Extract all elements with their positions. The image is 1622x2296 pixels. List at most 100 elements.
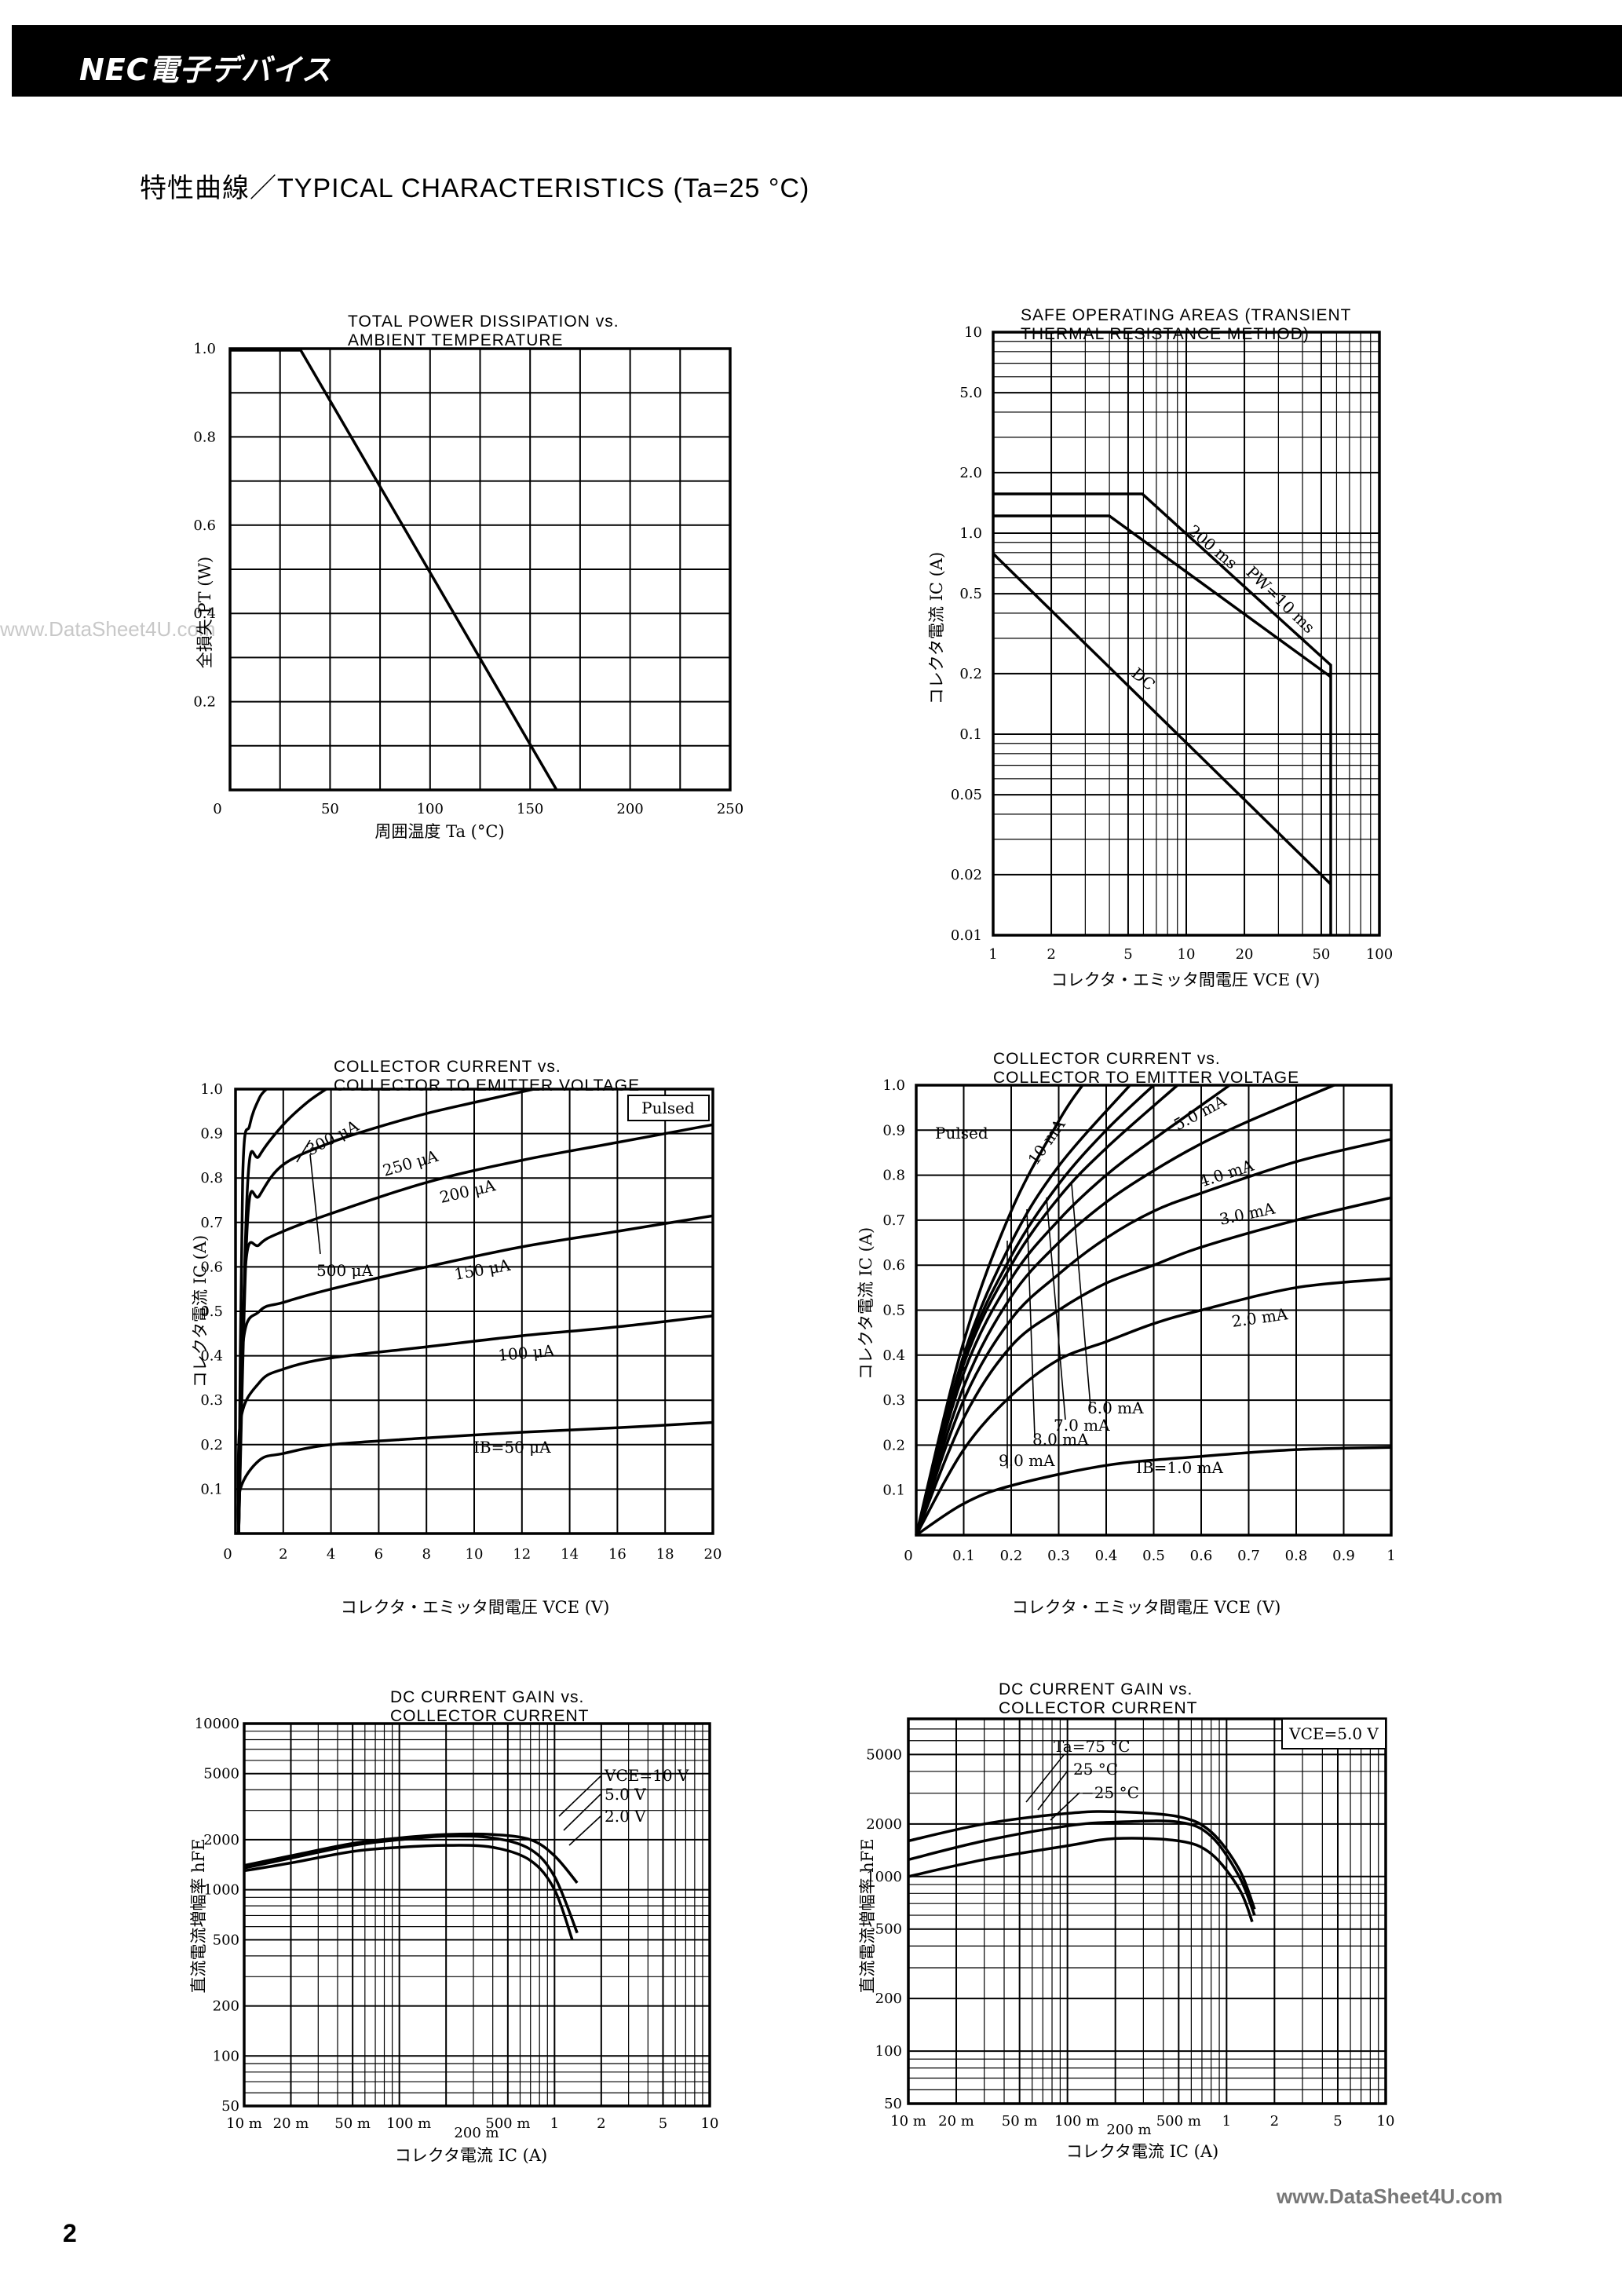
tick-label: 1.0 xyxy=(200,1081,223,1098)
tick-label: 500 m xyxy=(1156,2113,1201,2130)
tick-label: 50 xyxy=(1312,946,1330,963)
tick-label: 10 xyxy=(1178,946,1196,963)
tick-label: 2 xyxy=(597,2115,605,2132)
x-axis-label: コレクタ・エミッタ間電圧 VCE (V) xyxy=(1051,971,1321,989)
tick-label: 20 m xyxy=(938,2113,974,2130)
tick-label: 0.7 xyxy=(882,1212,905,1229)
label-vce-2v: 2.0 V xyxy=(605,1807,646,1826)
tick-label: 1000 xyxy=(203,1882,239,1899)
tick-label: 0.3 xyxy=(1047,1548,1070,1564)
hfe-vce-plot: VCE=10 V 5.0 V 2.0 V 直流電流増幅率 hFE コレクタ電流 … xyxy=(189,1716,719,2165)
tick-label: 0.4 xyxy=(200,1348,223,1365)
label-8ma: 8.0 mA xyxy=(1032,1430,1089,1449)
tick-label: 50 m xyxy=(334,2115,371,2132)
tick-label: 0.2 xyxy=(200,1437,223,1453)
x-axis-label: コレクタ・エミッタ間電圧 VCE (V) xyxy=(1012,1598,1281,1617)
tick-label: 5 xyxy=(1333,2113,1342,2130)
tick-label: 50 xyxy=(884,2096,902,2112)
label-1ma: IB=1.0 mA xyxy=(1136,1458,1223,1477)
chart-title: TOTAL POWER DISSIPATION vs. AMBIENT TEMPE… xyxy=(348,313,619,349)
tick-label: 200 xyxy=(616,801,643,817)
tick-label: 0.5 xyxy=(882,1303,905,1319)
tick-label: 0 xyxy=(904,1548,912,1564)
ic-vce-1v-plot: Pulsed 10 mA 5.0 mA 4.0 mA 3.0 mA 2.0 mA… xyxy=(857,1077,1396,1617)
tick-label: 0.1 xyxy=(200,1481,223,1497)
tick-label: 0.6 xyxy=(882,1257,905,1274)
tick-label: 0.9 xyxy=(200,1126,223,1143)
tick-label: 10 m xyxy=(890,2113,926,2130)
tick-label: 5 xyxy=(1123,946,1132,963)
tick-label: 4 xyxy=(327,1546,335,1563)
tick-label: 5.0 xyxy=(959,385,982,401)
power-dissipation-plot: 全損失 PT (W) 周囲温度 Ta (°C) 1.00.80.60.40.2 … xyxy=(193,341,743,841)
label-500ua: 500 μA xyxy=(316,1261,374,1280)
tick-label: 50 m xyxy=(1002,2113,1038,2130)
label-ta-25: 25 °C xyxy=(1073,1760,1118,1779)
tick-label: 0.2 xyxy=(1000,1548,1023,1564)
tick-label: 200 xyxy=(875,1991,902,2007)
y-axis-label: コレクタ電流 IC (A) xyxy=(857,1227,875,1380)
x-tick-200m: 200 m xyxy=(1106,2122,1151,2138)
tick-label: 0.4 xyxy=(882,1347,905,1364)
tick-label: 500 m xyxy=(485,2115,530,2132)
x-axis-label: コレクタ電流 IC (A) xyxy=(1066,2142,1218,2161)
tick-label: 150 xyxy=(517,801,543,817)
y-axis-label: 直流電流増幅率 hFE xyxy=(189,1838,208,1993)
label-50ua: IB=50 μA xyxy=(473,1438,551,1457)
y-axis-label: 全損失 PT (W) xyxy=(195,557,214,668)
tick-label: 50 xyxy=(221,2098,239,2115)
x-axis-label: コレクタ電流 IC (A) xyxy=(395,2146,547,2165)
chart-title: COLLECTOR CURRENT vs. COLLECTOR TO EMITTE… xyxy=(993,1050,1300,1087)
brand-title: NEC電子デバイス xyxy=(79,53,332,87)
tick-label: 0.1 xyxy=(882,1483,905,1499)
tick-label: 0.6 xyxy=(1190,1548,1213,1564)
tick-label: 5000 xyxy=(866,1746,902,1763)
label-vce-10v: VCE=10 V xyxy=(604,1766,689,1785)
tick-label: 0.7 xyxy=(1237,1548,1260,1564)
watermark-right: www.DataSheet4U.com xyxy=(1277,2184,1503,2208)
tick-label: 2 xyxy=(279,1546,287,1563)
tick-label: 18 xyxy=(656,1546,674,1563)
tick-label: 2000 xyxy=(866,1816,902,1833)
tick-label: 2 xyxy=(1047,946,1055,963)
tick-label: 10 xyxy=(701,2115,719,2132)
tick-label: 20 m xyxy=(273,2115,309,2132)
tick-label: 1 xyxy=(1222,2113,1231,2130)
tick-label: 20 xyxy=(704,1546,722,1563)
tick-label: 5 xyxy=(659,2115,667,2132)
tick-label: 20 xyxy=(1236,946,1254,963)
pulsed-label: Pulsed xyxy=(935,1124,988,1143)
tick-label: 1000 xyxy=(866,1869,902,1885)
tick-label: 0.2 xyxy=(193,694,216,711)
tick-label: 0.5 xyxy=(200,1303,223,1320)
ic-vce-20v-plot: Pulsed 300 μA 250 μA 200 μA 500 μA 150 μ… xyxy=(191,1081,722,1617)
soa-plot: PW=10 ms 200 ms DC コレクタ電流 IC (A) コレクタ・エミ… xyxy=(927,324,1393,989)
tick-label: 2.0 xyxy=(959,465,982,481)
tick-label: 16 xyxy=(608,1546,627,1563)
tick-label: 0 xyxy=(213,801,221,817)
label-vce-5v: 5.0 V xyxy=(605,1785,646,1804)
tick-label: 0 xyxy=(223,1546,232,1563)
tick-label: 50 xyxy=(321,801,339,817)
label-ta-minus25: −25 °C xyxy=(1081,1783,1139,1802)
tick-label: 10000 xyxy=(195,1716,239,1732)
tick-label: 100 xyxy=(1366,946,1393,963)
tick-label: 100 m xyxy=(386,2115,431,2132)
tick-label: 12 xyxy=(513,1546,531,1563)
tick-label: 0.9 xyxy=(882,1122,905,1139)
section-title: 特性曲線／TYPICAL CHARACTERISTICS (Ta=25 °C) xyxy=(140,174,810,203)
tick-label: 0.8 xyxy=(1285,1548,1308,1564)
label-7ma: 7.0 mA xyxy=(1054,1416,1110,1435)
tick-label: 250 xyxy=(717,801,743,817)
chart-title: SAFE OPERATING AREAS (TRANSIENT THERMAL R… xyxy=(1021,306,1352,343)
tick-label: 100 xyxy=(213,2048,239,2064)
tick-label: 0.3 xyxy=(200,1392,223,1409)
tick-label: 0.5 xyxy=(1142,1548,1165,1564)
tick-label: 10 xyxy=(964,324,982,341)
tick-label: 0.02 xyxy=(951,867,982,883)
tick-label: 2 xyxy=(1270,2113,1279,2130)
page-number: 2 xyxy=(63,2219,77,2247)
tick-label: 14 xyxy=(561,1546,579,1563)
tick-label: 1 xyxy=(1386,1548,1395,1564)
tick-label: 1.0 xyxy=(882,1077,905,1094)
